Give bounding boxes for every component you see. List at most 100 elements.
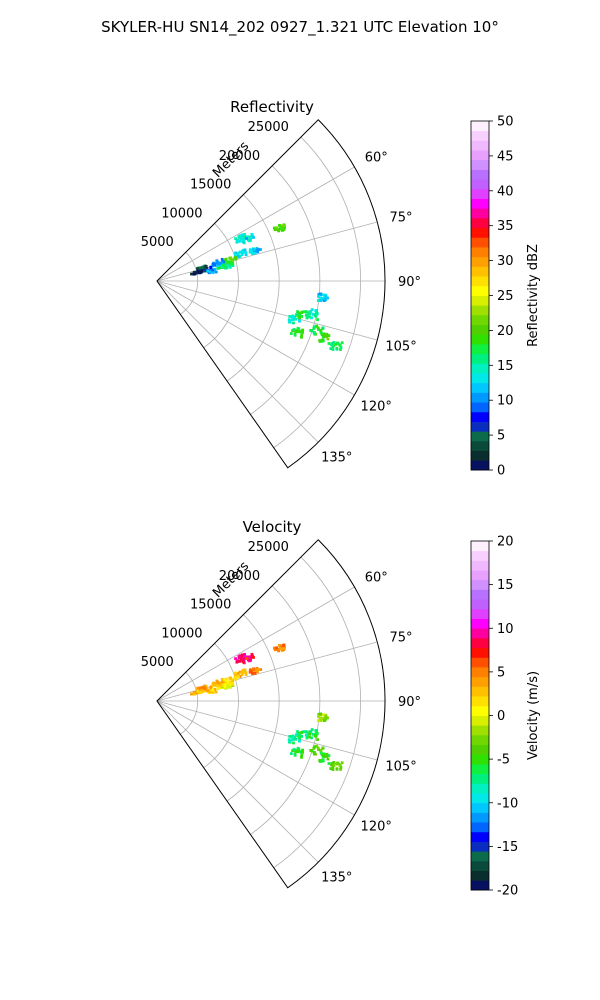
echo-gate: [221, 683, 225, 687]
echo-gate: [220, 257, 224, 261]
echo-gate: [236, 672, 240, 675]
echo-gate: [213, 263, 216, 267]
echo-gate: [283, 225, 286, 229]
colorbar-tick-label: 40: [497, 184, 514, 199]
echo-gate: [199, 690, 203, 694]
echo-gate: [339, 768, 342, 771]
colorbar-swatch: [471, 812, 489, 823]
echo-gate: [277, 649, 281, 653]
colorbar-swatch: [471, 285, 489, 296]
colorbar-swatch: [471, 676, 489, 687]
echo-gate: [199, 270, 203, 274]
echo-gate: [236, 253, 240, 257]
echo-gate: [230, 682, 234, 686]
echo-gate: [282, 224, 285, 227]
echo-gate: [319, 299, 323, 302]
echo-gate: [323, 755, 326, 758]
echo-gate: [301, 328, 305, 332]
echo-gate: [244, 673, 248, 677]
colorbar-swatch: [471, 305, 489, 316]
echo-gate: [193, 692, 197, 696]
echo-gate: [208, 270, 212, 274]
echo-gate: [313, 332, 316, 336]
echo-gate: [293, 737, 297, 741]
echo-gate: [281, 225, 284, 229]
echo-gate: [255, 667, 259, 670]
echo-gate: [300, 731, 303, 735]
echo-gate: [340, 761, 344, 765]
radial-gridline: [250, 585, 321, 835]
radial-gridline: [250, 165, 321, 415]
echo-gate: [310, 316, 313, 320]
echo-gate: [335, 341, 339, 345]
echo-gate: [273, 228, 277, 232]
echo-gate: [234, 673, 237, 676]
echo-gate: [196, 691, 200, 695]
echo-gate: [231, 679, 235, 683]
radial-gridline: [226, 194, 280, 382]
echo-gate: [315, 309, 318, 312]
echo-gate: [329, 767, 333, 771]
echo-gate: [306, 731, 310, 735]
echo-gate: [251, 252, 254, 255]
echo-gate: [247, 659, 251, 663]
echo-gate: [315, 325, 319, 328]
echo-gate: [330, 762, 334, 765]
echo-gate: [294, 330, 298, 333]
echo-gate: [292, 741, 295, 745]
echo-gate: [190, 692, 193, 696]
echo-gate: [319, 719, 323, 722]
echo-gate: [253, 251, 257, 255]
colorbar-tick-label: 0: [497, 464, 505, 479]
echo-gate: [240, 253, 244, 256]
echo-gate: [299, 330, 303, 334]
reflectivity-panel: Reflectivity 5000 10000 15000 20000 25000 60° 7…: [141, 98, 541, 479]
echo-gate: [252, 236, 255, 239]
echo-gate: [245, 235, 249, 239]
echo-gate: [240, 671, 244, 675]
echo-gate: [252, 656, 255, 659]
echo-gate: [234, 657, 237, 660]
echo-gate: [220, 260, 224, 264]
echo-gate: [305, 313, 309, 317]
colorbar-swatch: [471, 247, 489, 258]
angular-tick-label: 90°: [398, 275, 421, 290]
echo-gate: [234, 256, 238, 260]
colorbar-swatch: [471, 431, 489, 442]
echo-gate: [278, 644, 281, 647]
echo-gate: [321, 747, 324, 751]
echo-gate: [317, 328, 320, 331]
echo-gate: [321, 713, 325, 717]
colorbar-swatch: [471, 860, 489, 872]
echo-gate: [226, 684, 230, 688]
echo-gate: [312, 745, 316, 749]
echo-gate: [247, 235, 251, 239]
echo-gate: [301, 751, 304, 754]
echo-gate: [200, 686, 204, 690]
echo-gate: [249, 237, 253, 240]
echo-gate: [335, 767, 339, 771]
echo-gate: [243, 232, 247, 236]
angular-gridline: [156, 700, 355, 816]
echo-gate: [339, 346, 343, 349]
echo-gate: [251, 248, 255, 251]
echo-gate: [214, 684, 218, 688]
echo-gate: [298, 329, 301, 333]
echo-gate: [297, 747, 301, 751]
echo-gate: [298, 736, 301, 740]
echo-gate: [204, 684, 208, 688]
colorbar-swatch: [471, 841, 489, 852]
echo-gate: [190, 272, 193, 276]
colorbar-swatch: [471, 579, 489, 590]
echo-gate: [208, 690, 212, 694]
echo-gate: [211, 691, 215, 694]
colorbar-swatch: [471, 179, 489, 190]
colorbar-swatch: [471, 628, 489, 639]
echo-gate: [304, 310, 308, 314]
velocity-panel: Velocity 5000 10000 15000 20000 25000 60° 75° 90…: [141, 518, 541, 899]
colorbar-tick-label: 10: [497, 394, 514, 409]
echo-gate: [289, 332, 293, 335]
colorbar-swatch: [471, 599, 489, 610]
colorbar-swatch: [471, 647, 489, 658]
sector-outline: [156, 119, 386, 469]
